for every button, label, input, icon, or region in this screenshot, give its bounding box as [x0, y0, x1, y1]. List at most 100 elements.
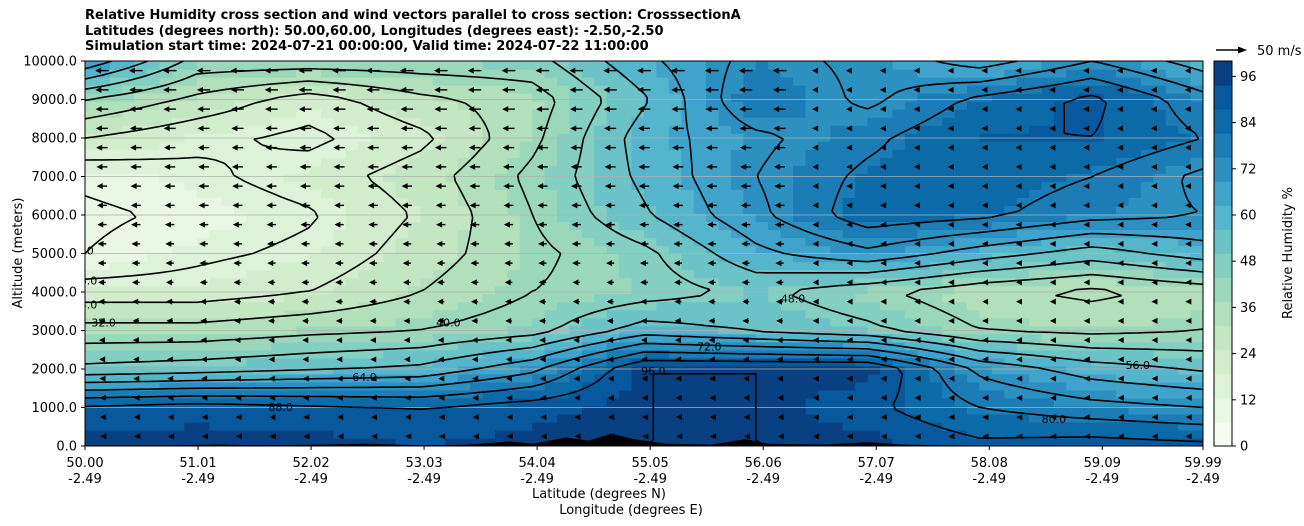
- rh-cell: [432, 293, 446, 303]
- rh-cell: [296, 429, 310, 439]
- rh-cell: [544, 261, 558, 271]
- wind-vector: [1050, 394, 1057, 401]
- rh-cell: [904, 61, 918, 70]
- rh-cell: [730, 373, 744, 383]
- rh-cell: [333, 133, 347, 142]
- rh-cell: [321, 197, 335, 206]
- rh-cell: [631, 429, 645, 439]
- rh-cell: [1165, 229, 1179, 239]
- rh-cell: [805, 69, 819, 78]
- rh-cell: [246, 397, 260, 407]
- rh-cell: [780, 173, 794, 182]
- rh-cell: [1053, 285, 1067, 295]
- wind-vector: [536, 125, 549, 132]
- rh-cell: [942, 285, 956, 295]
- rh-cell: [159, 245, 173, 255]
- rh-cell: [296, 293, 310, 303]
- rh-cell: [383, 109, 397, 118]
- rh-cell: [470, 205, 484, 214]
- wind-vector: [503, 183, 514, 190]
- rh-cell: [1190, 245, 1203, 255]
- rh-cell: [929, 197, 943, 206]
- rh-cell: [134, 261, 148, 271]
- rh-cell: [494, 429, 508, 439]
- wind-vector: [1015, 125, 1022, 132]
- rh-cell: [867, 413, 881, 423]
- rh-cell: [1029, 413, 1043, 423]
- rh-cell: [221, 141, 235, 150]
- rh-cell: [370, 237, 384, 247]
- rh-cell: [370, 309, 384, 319]
- rh-cell: [544, 149, 558, 158]
- rh-cell: [668, 205, 682, 214]
- rh-cell: [258, 261, 272, 271]
- rh-cell: [644, 341, 658, 351]
- rh-cell: [271, 429, 285, 439]
- wind-vector: [403, 298, 411, 305]
- rh-cell: [209, 325, 223, 335]
- rh-cell: [470, 77, 484, 86]
- rh-cell: [358, 285, 372, 295]
- rh-cell: [246, 389, 260, 399]
- rh-cell: [221, 381, 235, 391]
- rh-cell: [283, 109, 297, 118]
- rh-cell: [246, 149, 260, 158]
- rh-cell: [880, 173, 894, 182]
- rh-cell: [358, 157, 372, 166]
- rh-cell: [420, 389, 434, 399]
- rh-cell: [1178, 125, 1192, 134]
- rh-cell: [85, 325, 99, 335]
- rh-cell: [805, 205, 819, 214]
- rh-cell: [1004, 165, 1018, 174]
- wind-vector: [914, 240, 921, 247]
- rh-cell: [892, 173, 906, 182]
- rh-cell: [234, 117, 248, 126]
- rh-cell: [383, 437, 397, 446]
- rh-cell: [308, 237, 322, 247]
- wind-vector: [846, 317, 853, 324]
- rh-cell: [892, 69, 906, 78]
- rh-cell: [681, 437, 695, 446]
- rh-cell: [420, 397, 434, 407]
- rh-cell: [631, 293, 645, 303]
- rh-cell: [594, 141, 608, 150]
- rh-cell: [1140, 373, 1154, 383]
- rh-cell: [1116, 109, 1130, 118]
- rh-cell: [321, 205, 335, 214]
- rh-cell: [445, 309, 459, 319]
- rh-cell: [656, 301, 670, 311]
- rh-cell: [420, 61, 434, 70]
- rh-cell: [457, 61, 471, 70]
- rh-cell: [345, 381, 359, 391]
- wind-vector: [673, 240, 683, 247]
- rh-cell: [196, 165, 210, 174]
- wind-vector: [1185, 279, 1192, 286]
- rh-cell: [345, 229, 359, 239]
- rh-cell: [1165, 117, 1179, 126]
- rh-cell: [768, 173, 782, 182]
- rh-cell: [942, 381, 956, 391]
- rh-cell: [917, 221, 931, 231]
- wind-vector: [370, 394, 377, 401]
- rh-cell: [780, 141, 794, 150]
- rh-cell: [594, 77, 608, 86]
- wind-vector: [707, 240, 717, 247]
- rh-cell: [880, 269, 894, 279]
- rh-cell: [569, 405, 583, 415]
- rh-cell: [1178, 421, 1192, 431]
- rh-cell: [668, 341, 682, 351]
- rh-cell: [805, 317, 819, 327]
- wind-vector: [846, 375, 853, 382]
- rh-cell: [979, 61, 993, 70]
- rh-cell: [1190, 221, 1203, 231]
- rh-cell: [122, 261, 136, 271]
- wind-vector: [846, 163, 853, 170]
- rh-cell: [470, 341, 484, 351]
- rh-cell: [830, 349, 844, 359]
- rh-cell: [954, 165, 968, 174]
- rh-cell: [97, 173, 111, 182]
- wind-vector: [468, 125, 481, 132]
- rh-cell: [805, 381, 819, 391]
- wind-vector: [1083, 183, 1090, 190]
- wind-vector: [233, 298, 242, 305]
